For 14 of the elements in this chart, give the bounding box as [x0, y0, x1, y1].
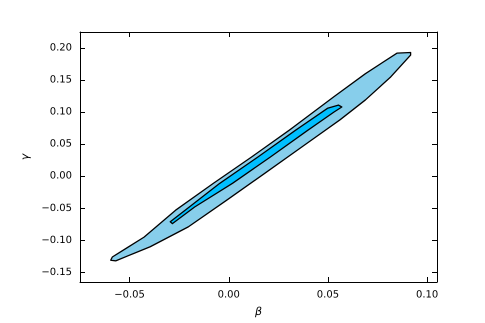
x-tick-label: −0.05	[114, 290, 145, 300]
y-tick-label: 0.10	[50, 106, 72, 118]
y-tick-label: −0.05	[41, 202, 72, 214]
y-tick-label: 0.20	[50, 42, 72, 54]
x-axis-title: β	[254, 305, 262, 318]
y-axis-title: γ	[18, 153, 32, 160]
y-tick-label: 0.05	[50, 138, 72, 150]
y-tick-label: 0.15	[50, 74, 72, 86]
y-tick-label: 0.00	[50, 170, 72, 182]
text: 0.00	[218, 290, 240, 300]
y-tick-label: −0.15	[41, 266, 72, 278]
x-tick-label: 0.10	[416, 290, 438, 300]
y-tick-label: −0.10	[41, 234, 72, 246]
x-tick-label: 0.05	[316, 290, 340, 300]
